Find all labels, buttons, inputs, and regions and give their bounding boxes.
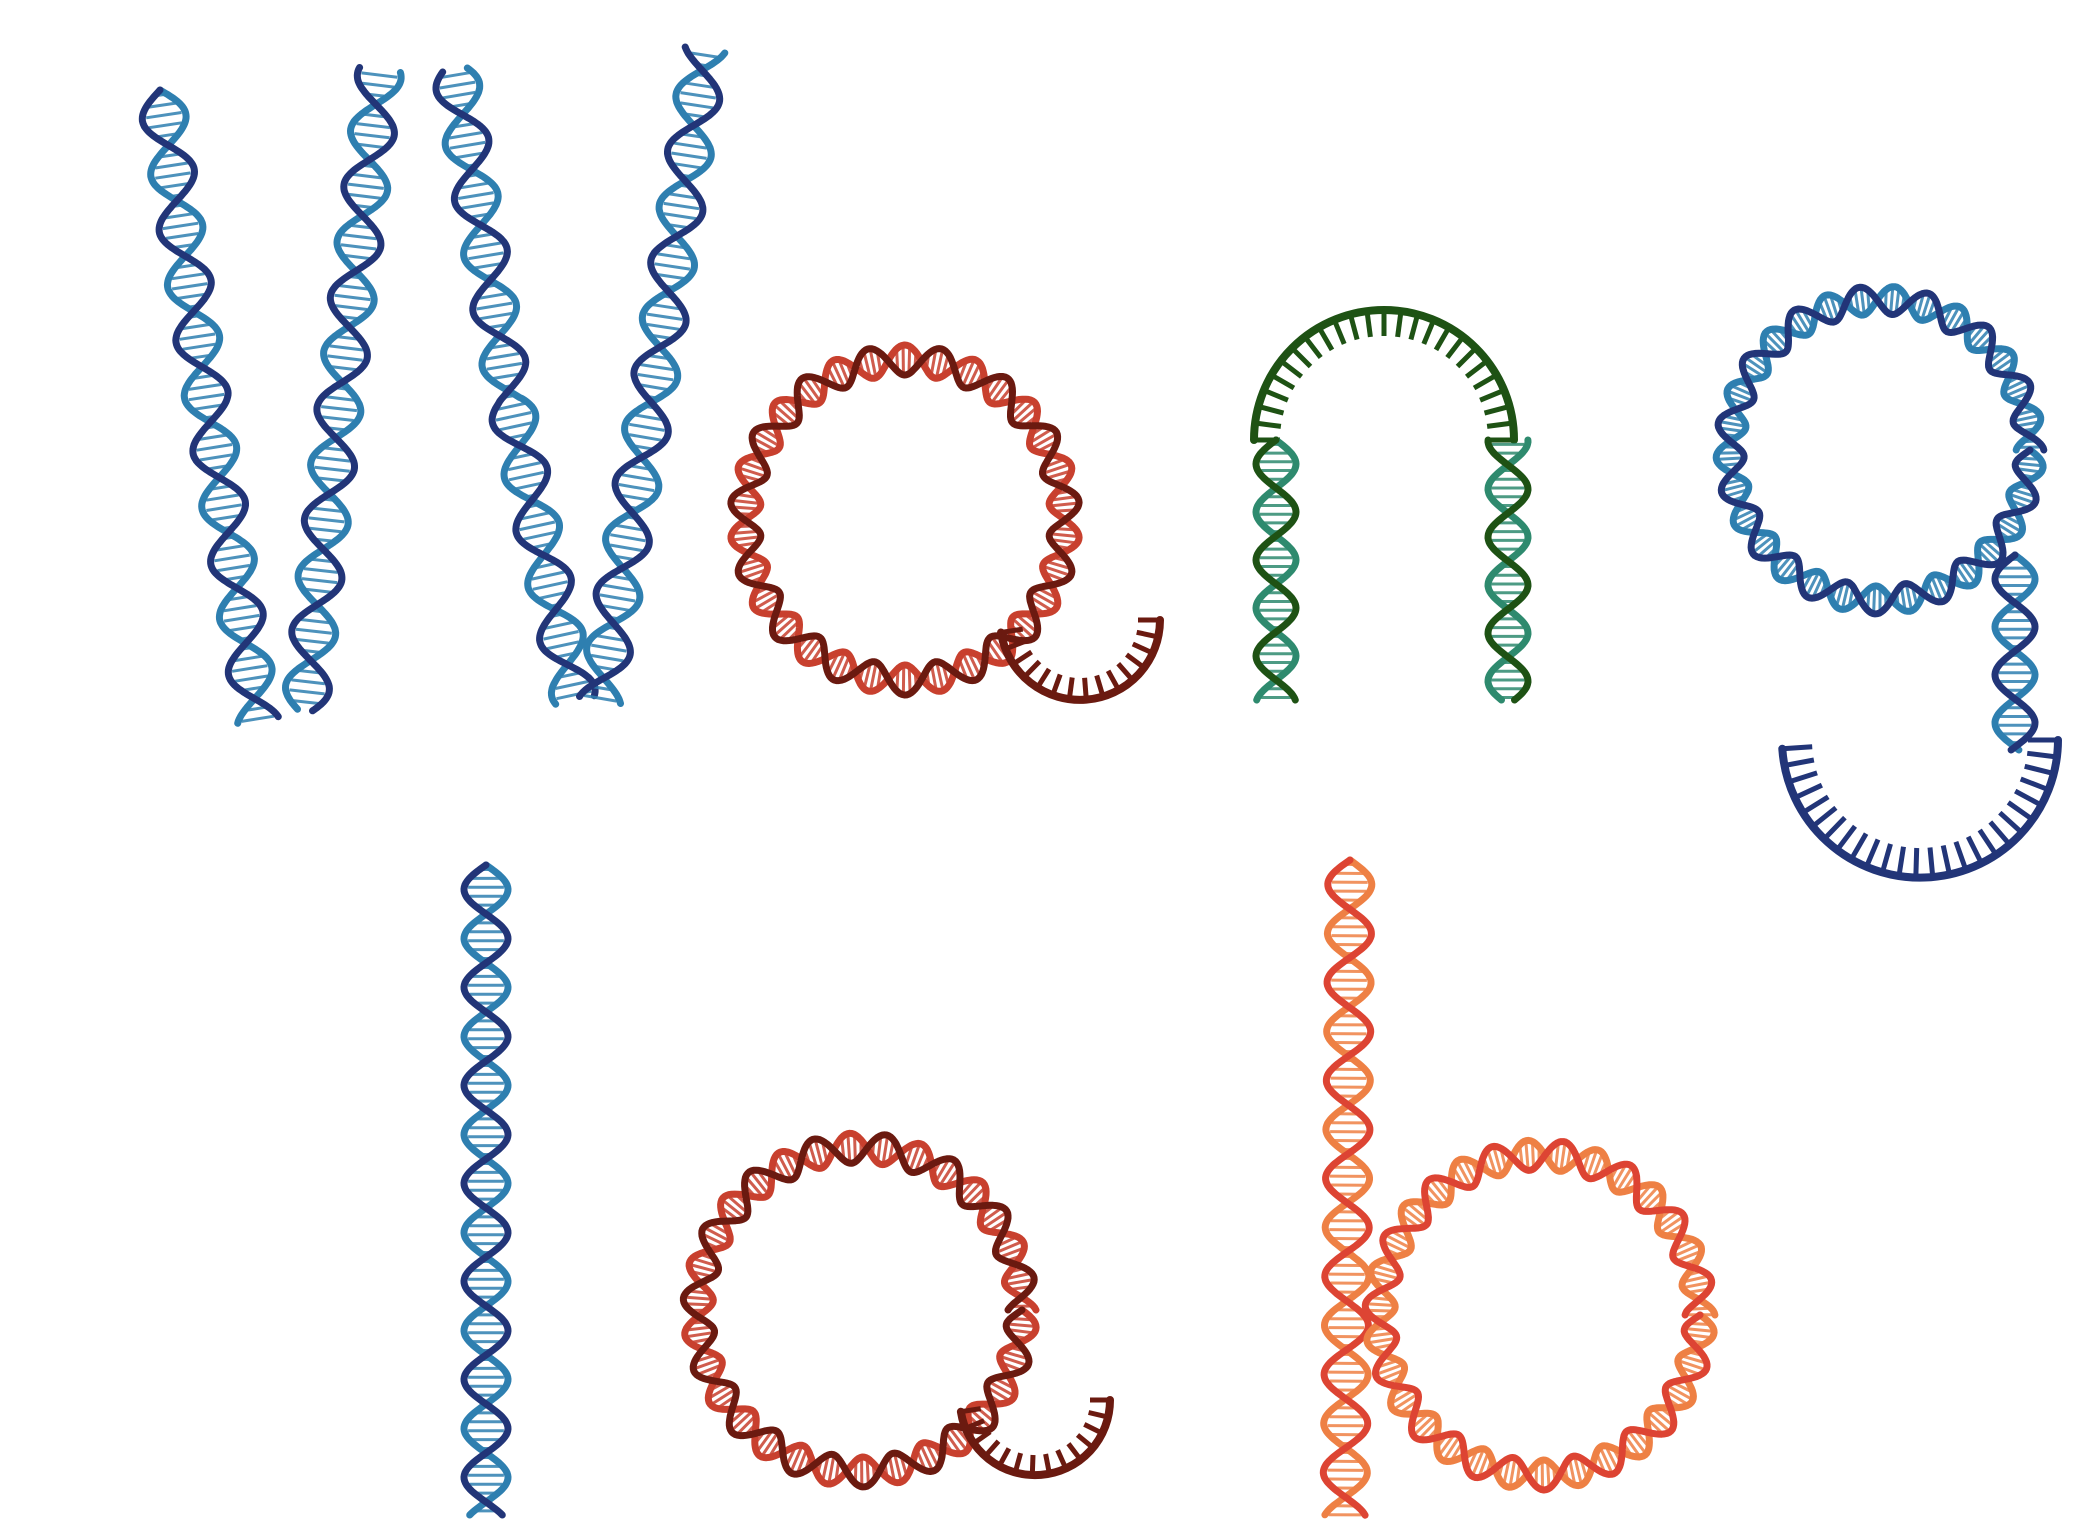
word-lab [460, 856, 1719, 1519]
word-wang [138, 43, 2062, 882]
letter-a-dna-ring [679, 1129, 1115, 1491]
letter-a-dna-ring [727, 341, 1164, 704]
letter-l-dna-helix [460, 861, 512, 1519]
letter-n-dna-arch [1250, 306, 1532, 704]
letter-b-dna-helix-ring [1319, 856, 1719, 1519]
letter-w-dna-helix [138, 43, 729, 727]
letter-g-dna-ring [1712, 283, 2062, 882]
